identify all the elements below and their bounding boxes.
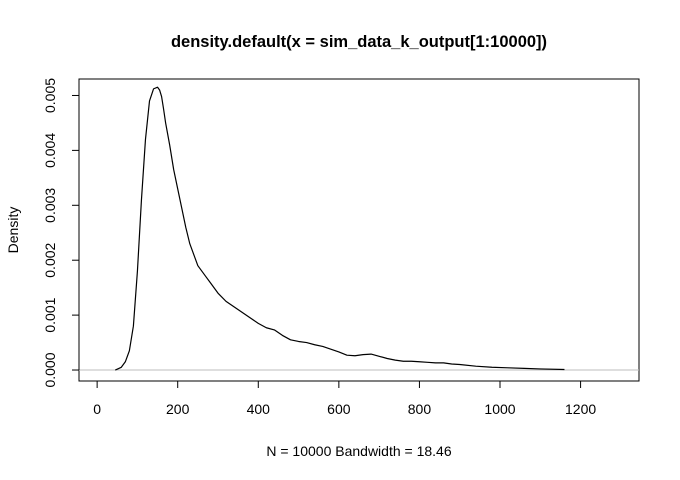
- y-tick-label: 0.004: [42, 133, 58, 168]
- x-tick-label: 800: [408, 401, 432, 417]
- density-curve: [115, 86, 565, 371]
- y-tick-label: 0.003: [42, 188, 58, 223]
- y-tick-label: 0.005: [42, 78, 58, 113]
- x-tick-label: 200: [166, 401, 190, 417]
- density-curve-layer: [115, 86, 565, 371]
- y-tick-label: 0.001: [42, 297, 58, 332]
- x-tick-label: 0: [93, 401, 101, 417]
- y-axis-label: Density: [5, 207, 21, 254]
- x-axis-label: N = 10000 Bandwidth = 18.46: [266, 443, 451, 459]
- y-tick-label: 0.000: [42, 352, 58, 387]
- x-tick-label: 1200: [565, 401, 596, 417]
- x-tick-label: 400: [247, 401, 271, 417]
- y-tick-label: 0.002: [42, 242, 58, 277]
- chart-title: density.default(x = sim_data_k_output[1:…: [171, 33, 547, 51]
- y-axis: 0.000 0.001 0.002 0.003 0.004 0.005: [42, 78, 80, 388]
- x-tick-label: 1000: [484, 401, 515, 417]
- x-axis: 0 200 400 600 800 1000 1200: [93, 380, 596, 417]
- x-tick-label: 600: [327, 401, 351, 417]
- plot-box: [78, 78, 640, 382]
